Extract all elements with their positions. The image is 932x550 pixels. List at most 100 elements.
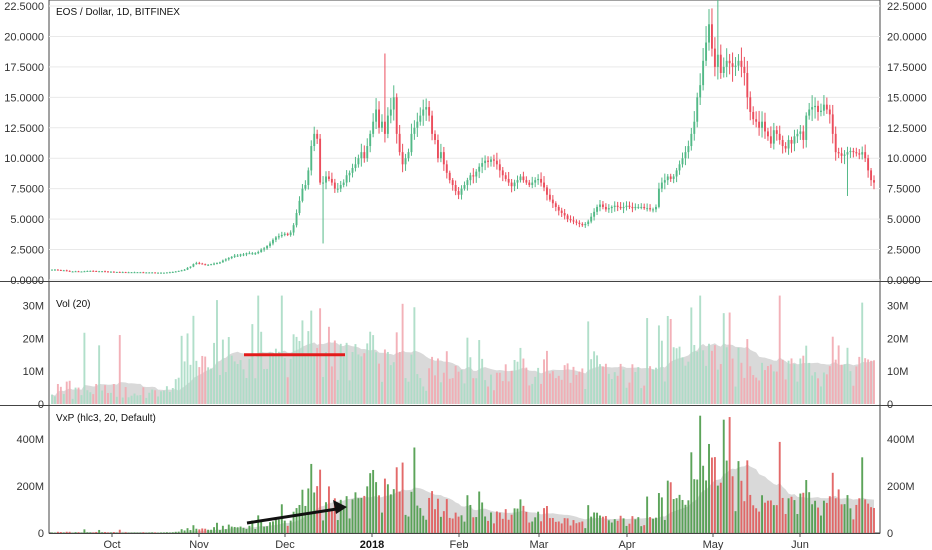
price-tick-right: 17.5000 xyxy=(887,62,927,74)
candle-body xyxy=(242,254,245,256)
volume-bar xyxy=(442,372,445,404)
vxp-bar xyxy=(619,515,622,533)
volume-bar xyxy=(236,364,239,404)
vxp-bar xyxy=(204,528,207,533)
vxp-bar xyxy=(540,521,543,533)
vxp-bar xyxy=(690,452,693,533)
vxp-bar xyxy=(98,529,101,533)
volume-bar xyxy=(475,378,478,404)
candle-body xyxy=(139,272,142,274)
volume-bar xyxy=(257,295,260,404)
candle-body xyxy=(148,272,151,274)
volume-bar xyxy=(537,367,540,404)
candle-body xyxy=(392,97,395,110)
vxp-bar xyxy=(610,522,613,533)
volume-bar xyxy=(596,355,599,404)
candle-body xyxy=(401,152,404,165)
vxp-bar xyxy=(498,512,501,533)
candle-body xyxy=(330,178,333,183)
vxp-bar xyxy=(389,494,392,533)
volume-bar xyxy=(737,347,740,404)
vxp-bar xyxy=(596,512,599,533)
vxp-bar xyxy=(180,529,183,533)
volume-tick-right: 10M xyxy=(887,366,908,378)
vxp-bar xyxy=(192,525,195,533)
vxp-bar xyxy=(269,522,271,533)
volume-bar xyxy=(77,387,80,404)
volume-bar xyxy=(89,392,92,404)
volume-bar xyxy=(118,335,121,404)
volume-bar xyxy=(722,313,725,404)
volume-bar xyxy=(858,356,861,404)
vxp-bar xyxy=(92,532,95,533)
volume-bar xyxy=(749,366,752,404)
volume-bar xyxy=(655,367,657,404)
candle-body xyxy=(171,271,174,273)
vxp-bar xyxy=(442,511,445,533)
candle-body xyxy=(298,200,301,214)
volume-bar xyxy=(107,393,109,404)
candle-body xyxy=(728,60,731,64)
candle-body xyxy=(357,158,360,165)
volume-bar xyxy=(115,396,118,404)
candle-body xyxy=(834,133,837,153)
candle-body xyxy=(274,237,277,240)
vxp-bar xyxy=(398,491,401,533)
candle-body xyxy=(151,272,154,274)
volume-bar xyxy=(501,381,504,404)
volume-bar xyxy=(295,336,298,404)
volume-bar xyxy=(734,386,737,404)
vxp-bar xyxy=(870,507,873,533)
vxp-bar xyxy=(322,520,325,533)
candle-body xyxy=(239,254,242,256)
volume-bar xyxy=(849,371,852,404)
candle-body xyxy=(475,171,478,177)
vxp-bar xyxy=(419,508,422,533)
candle-body xyxy=(799,131,802,134)
candle-body xyxy=(454,185,457,192)
candle-body xyxy=(811,107,814,110)
candle-body xyxy=(186,267,189,270)
candle-body xyxy=(460,188,463,195)
volume-bar xyxy=(381,381,383,404)
volume-bar xyxy=(504,364,507,404)
candle-body xyxy=(687,146,690,153)
volume-bar xyxy=(569,382,572,404)
x-tick-label: May xyxy=(703,539,724,550)
vxp-bar xyxy=(304,505,307,533)
volume-bar xyxy=(708,343,710,404)
candle-body xyxy=(248,253,251,255)
vxp-bar xyxy=(504,509,507,533)
price-tick-right: 5.0000 xyxy=(887,214,921,226)
volume-bar xyxy=(148,392,151,404)
candle-body xyxy=(790,139,793,144)
vxp-bar xyxy=(796,514,799,533)
candle-body xyxy=(666,176,669,181)
volume-bar xyxy=(145,397,148,404)
candle-body xyxy=(607,208,610,210)
vxp-bar xyxy=(224,529,227,533)
candle-body xyxy=(569,219,572,221)
vxp-bar xyxy=(351,499,354,533)
candle-body xyxy=(681,158,684,165)
vxp-bar xyxy=(101,532,104,533)
vxp-bar xyxy=(83,529,86,533)
candle-body xyxy=(578,222,581,224)
volume-bar xyxy=(451,378,454,404)
candle-body xyxy=(531,182,534,186)
volume-bar xyxy=(540,383,543,404)
candle-body xyxy=(778,133,781,140)
volume-bar xyxy=(292,334,295,404)
volume-bar xyxy=(298,340,301,404)
volume-bar xyxy=(808,362,811,404)
candle-body xyxy=(513,182,516,187)
vxp-bar xyxy=(316,486,319,533)
candle-body xyxy=(693,121,696,134)
vxp-bar xyxy=(363,495,366,533)
candle-body xyxy=(227,258,230,260)
vxp-bar xyxy=(472,517,475,533)
vxp-bar xyxy=(846,495,849,533)
volume-bar xyxy=(363,353,366,404)
vxp-bar xyxy=(563,518,566,533)
vxp-bar xyxy=(339,499,342,533)
